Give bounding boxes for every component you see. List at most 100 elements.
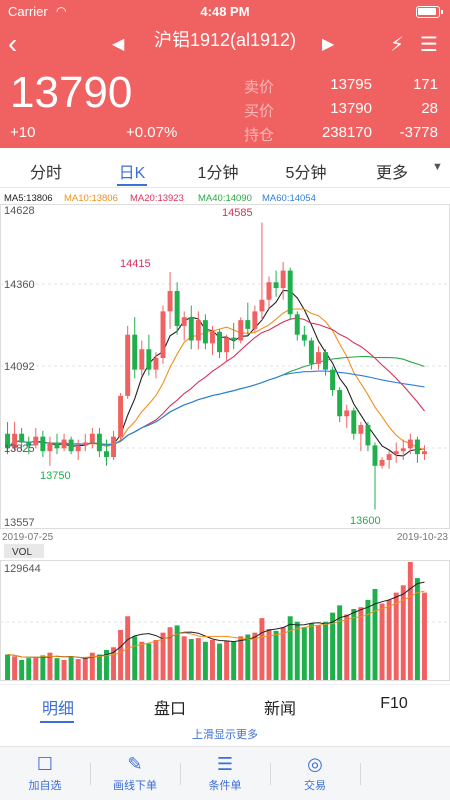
local-low-annotation: 13750 [40, 470, 71, 482]
volume-bar [132, 636, 138, 680]
volume-bar [280, 627, 286, 680]
period-tabs: 分时 日K 1分钟 5分钟 更多 ▼ [0, 150, 450, 188]
volume-bar [47, 652, 53, 680]
quote-panel: 13790 +10 +0.07% 卖价 13795 171 买价 13790 2… [0, 68, 450, 148]
volume-bar [103, 649, 109, 680]
tab-details[interactable]: 明细 [41, 701, 74, 718]
tab-intraday[interactable]: 分时 [29, 165, 62, 182]
volume-bar [68, 656, 74, 680]
candle-body [365, 424, 371, 446]
x-end-date: 2019-10-23 [397, 532, 449, 543]
conditional-order-label: 条件单 [208, 780, 242, 792]
price-tick-label: 13825 [4, 443, 35, 455]
more-caret-icon[interactable]: ▼ [432, 161, 443, 173]
contract-title: 沪铝1912(al1912) [153, 30, 297, 50]
ma40-legend: MA40:14090 [198, 193, 252, 204]
volume-bar [75, 659, 81, 680]
volume-bar [153, 639, 159, 680]
candle-body [238, 320, 244, 341]
candle-body [5, 433, 11, 449]
add-watchlist-button[interactable]: ☐ 加自选 [0, 753, 90, 793]
candle-body [372, 445, 378, 466]
candle-body [217, 331, 223, 353]
tab-daily-k[interactable]: 日K [118, 165, 146, 182]
volume-bar [12, 656, 18, 680]
volume-bar [379, 603, 385, 680]
draw-line-icon: ✎ [127, 754, 143, 774]
candle-body [323, 352, 329, 370]
last-price: 13790 [10, 68, 133, 117]
kline-chart[interactable]: MA5:13806 MA10:13806 MA20:13923 MA40:140… [0, 190, 450, 682]
tab-news[interactable]: 新闻 [263, 701, 296, 718]
candle-body [47, 442, 53, 452]
info-tab-underline [40, 721, 74, 723]
status-time: 4:48 PM [200, 4, 250, 19]
candle-body [40, 436, 46, 452]
volume-bar [181, 636, 187, 680]
volume-bar [358, 607, 364, 680]
candle-body [231, 337, 237, 341]
bid-label: 买价 [244, 103, 275, 120]
active-tab-underline [117, 184, 147, 186]
ask-volume: 171 [412, 76, 438, 93]
candle-body [308, 340, 314, 364]
volume-bar [195, 638, 201, 680]
tab-orderbook[interactable]: 盘口 [153, 701, 186, 718]
swipe-hint[interactable]: 上滑显示更多 [0, 726, 450, 744]
info-tabs: 明细 盘口 新闻 F10 [0, 684, 450, 724]
draw-line-order-button[interactable]: ✎ 画线下单 [90, 753, 180, 793]
tab-5min[interactable]: 5分钟 [285, 165, 327, 182]
toolbar-divider [90, 763, 91, 785]
price-tick-label: 14360 [4, 279, 35, 291]
volume-bar [287, 616, 293, 680]
conditional-order-icon: ☰ [216, 754, 234, 774]
candle-body [280, 270, 286, 289]
volume-bar [238, 636, 244, 680]
volume-bar [61, 659, 67, 680]
prev-contract-icon[interactable]: ◀ [112, 36, 125, 53]
volume-bar [344, 614, 350, 680]
tab-more[interactable]: 更多 [375, 165, 408, 182]
candle-body [132, 334, 138, 370]
candle-body [400, 448, 406, 452]
candle-body [188, 317, 194, 341]
flash-order-icon[interactable]: ⚡ [390, 34, 405, 56]
open-interest-change: -3778 [399, 124, 438, 141]
carrier-label: Carrier [8, 4, 48, 19]
trade-button[interactable]: ◎ 交易 [270, 753, 360, 793]
candle-body [330, 369, 336, 391]
volume-bar [273, 630, 279, 680]
volume-bar [337, 605, 343, 680]
high-annotation: 14585 [222, 207, 253, 219]
volume-bar [400, 585, 406, 680]
candle-body [393, 451, 399, 455]
volume-bar [365, 599, 371, 680]
candle-body [181, 317, 187, 326]
volume-bar [217, 643, 223, 680]
candle-body [379, 459, 385, 466]
conditional-order-button[interactable]: ☰ 条件单 [180, 753, 270, 793]
volume-bar [40, 655, 46, 680]
x-start-date: 2019-07-25 [2, 532, 54, 543]
price-change: +10 [10, 124, 36, 141]
draw-line-order-label: 画线下单 [113, 780, 157, 792]
candle-body [89, 433, 95, 443]
ask-price: 13795 [330, 76, 372, 93]
volume-bar [96, 654, 102, 680]
volume-bar [393, 592, 399, 680]
tab-1min[interactable]: 1分钟 [197, 165, 239, 182]
candle-body [337, 390, 343, 417]
volume-bar [82, 657, 88, 680]
candle-body [351, 410, 357, 434]
menu-icon[interactable]: ☰ [420, 34, 438, 56]
candle-body [75, 445, 81, 452]
candle-body [82, 442, 88, 446]
tab-f10[interactable]: F10 [380, 695, 408, 712]
back-icon[interactable]: ‹ [8, 28, 18, 59]
volume-bar [414, 578, 420, 680]
next-contract-icon[interactable]: ▶ [322, 36, 335, 53]
toolbar-divider [180, 763, 181, 785]
ma40-line [7, 355, 425, 449]
volume-bar [407, 562, 413, 680]
candle-body [125, 334, 131, 396]
